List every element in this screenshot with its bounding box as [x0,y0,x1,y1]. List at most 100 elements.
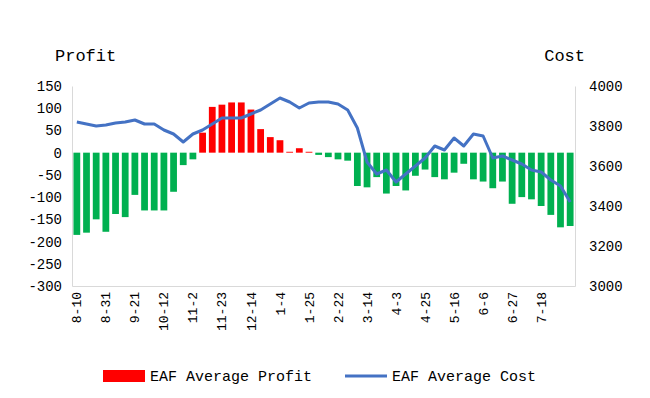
axis-line [72,87,73,287]
tick: -150 [28,212,72,228]
bar [73,153,80,235]
bar [141,153,148,211]
bar [238,102,245,152]
tick: 10-12 [157,286,172,331]
tick: 1-25 [303,286,318,323]
bar [151,153,158,211]
bar [538,153,545,206]
bars [73,102,573,234]
tick: 50 [45,123,72,139]
legend: EAF Average Profit EAF Average Cost [103,369,536,386]
tick: -250 [28,257,72,273]
bar [344,153,351,161]
bar [354,153,361,186]
tick-label: 8-10 [70,292,85,323]
tick: 3600 [575,159,623,175]
bar [460,153,467,164]
tick: 6-6 [477,286,492,315]
tick-label: -50 [37,168,62,184]
tick: 7-18 [535,286,550,323]
bar [470,153,477,180]
tick-label: 5-16 [448,292,463,323]
tick: 6-27 [506,286,521,323]
tick-label: -200 [28,235,62,251]
tick-label: 3000 [589,279,623,295]
tick: -50 [37,168,72,184]
tick: 4-25 [419,286,434,323]
y2-axis-title: Cost [544,47,585,66]
tick: 100 [37,101,72,117]
tick-label: 12-14 [245,292,260,331]
tick-label: 3600 [589,159,623,175]
tick-label: 11-23 [215,292,230,331]
tick-label: 1-4 [274,292,289,316]
tick: 0 [54,146,72,162]
bar [528,153,535,200]
x-axis: 8-10 8-31 9-21 10-12 11-2 11-23 12-14 1-4 1-25 2-… [70,286,575,331]
bar [567,153,574,226]
axis-line [575,87,576,287]
bar [518,153,525,197]
tick: 5-16 [448,286,463,323]
bar [209,107,216,153]
tick-label: -100 [28,190,62,206]
tick-label: 11-2 [186,292,201,323]
tick: 3-14 [361,286,376,323]
y-axis: -300 -250 -200 -150 -100 -50 0 50 100 150 [28,79,72,295]
bar [335,153,342,160]
bar [83,153,90,233]
bar [112,153,119,214]
bar [267,137,274,153]
tick-label: 4-25 [419,292,434,323]
tick: 3000 [575,279,623,295]
bar [228,102,235,152]
line [77,98,570,202]
tick: 12-14 [245,286,260,331]
tick-label: 6-6 [477,292,492,315]
y2-axis: 300032003400360038004000 [575,79,623,295]
bar [257,129,264,153]
legend-label: EAF Average Cost [392,369,536,386]
legend-label: EAF Average Profit [150,369,312,386]
bar [325,153,332,157]
bar [190,153,197,160]
bar [161,153,168,211]
bar [451,153,458,173]
tick-label: -150 [28,212,62,228]
bar [286,151,293,153]
tick-label: 3400 [589,199,623,215]
bar [102,153,109,232]
legend-swatch [103,370,145,382]
bar [219,105,226,153]
y-axis-title: Profit [55,47,116,66]
tick: 150 [37,79,72,95]
tick: 11-23 [215,286,230,331]
tick: 4000 [575,79,623,95]
tick-label: 9-21 [128,292,143,323]
plot-area [73,98,573,235]
tick-label: 0 [54,146,62,162]
bar [277,140,284,152]
tick-label: 4000 [589,79,623,95]
tick: 2-22 [332,286,347,323]
tick-label: 6-27 [506,292,521,323]
bar [547,153,554,215]
tick-label: 1-25 [303,292,318,323]
legend-swatch [345,375,387,378]
tick: -200 [28,235,72,251]
bar [199,133,206,153]
tick-label: 150 [37,79,62,95]
tick: 4-3 [390,286,405,315]
tick-label: 10-12 [157,292,172,331]
bar [296,148,303,152]
bar [93,153,100,220]
tick: -300 [28,279,72,295]
tick-label: 8-31 [99,292,114,323]
tick: 1-4 [274,286,289,315]
bar [315,153,322,155]
tick-label: 3200 [589,239,623,255]
bar [170,153,177,192]
tick: 11-2 [186,286,201,323]
tick-label: -250 [28,257,62,273]
tick: 9-21 [128,286,143,323]
